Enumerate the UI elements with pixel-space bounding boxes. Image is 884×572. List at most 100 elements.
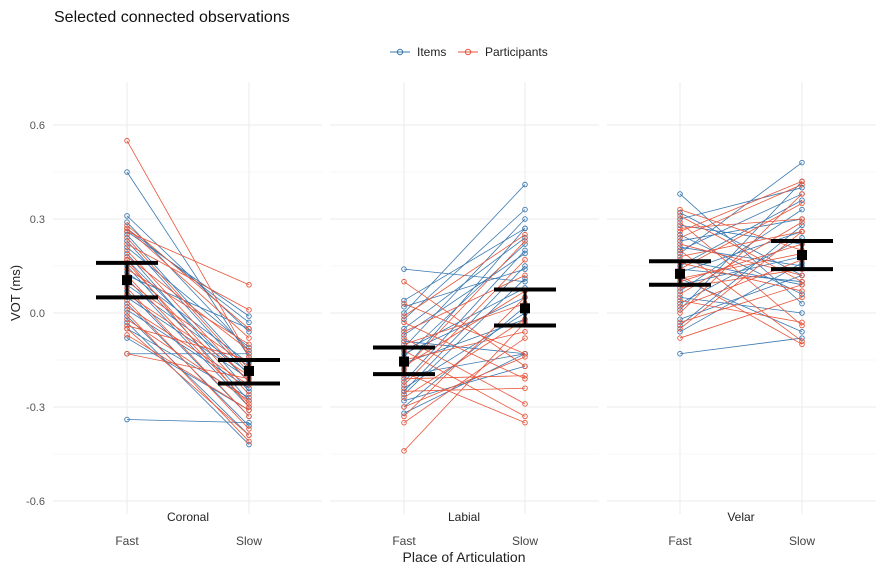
observation-line xyxy=(679,202,803,270)
observation-point-fast xyxy=(677,209,683,216)
observation-point-fast xyxy=(677,231,683,238)
observation-point-fast xyxy=(401,410,407,417)
observation-point-slow xyxy=(246,394,252,401)
observation-point-slow xyxy=(246,397,252,404)
observation-point-fast xyxy=(401,338,407,344)
observation-point-fast xyxy=(124,310,130,316)
observation-line xyxy=(403,318,526,398)
observation-point-fast xyxy=(124,137,130,144)
observation-line xyxy=(126,271,250,364)
observation-point-fast xyxy=(124,247,130,254)
observation-point-fast xyxy=(677,300,683,307)
observation-point-slow xyxy=(246,423,252,429)
observation-point-fast xyxy=(124,235,130,241)
observation-point-fast xyxy=(124,250,130,257)
observation-line xyxy=(679,221,803,326)
observation-line xyxy=(126,315,250,436)
observation-point-slow xyxy=(522,216,528,222)
observation-point-slow xyxy=(799,288,805,294)
mean-marker xyxy=(797,250,807,261)
observation-point-fast xyxy=(401,332,407,338)
x-tick-label-slow: Slow xyxy=(512,534,538,548)
observation-line xyxy=(679,184,803,239)
observation-point-fast xyxy=(677,250,683,257)
observation-point-slow xyxy=(246,413,252,420)
observation-point-slow xyxy=(799,278,805,285)
observation-line xyxy=(679,181,803,232)
observation-point-fast xyxy=(401,335,407,341)
observation-point-fast xyxy=(124,231,130,238)
observation-point-slow xyxy=(799,178,805,185)
observation-line xyxy=(126,322,250,445)
observation-point-fast xyxy=(677,241,683,247)
observation-point-slow xyxy=(522,256,528,263)
observation-point-fast xyxy=(677,322,683,329)
observation-point-slow xyxy=(522,250,528,257)
observation-point-fast xyxy=(401,379,407,385)
y-tick-labels: 0.6 0.3 0.0 -0.3 -0.6 xyxy=(26,120,45,508)
observation-point-fast xyxy=(401,413,407,420)
x-tick-label-fast: Fast xyxy=(392,534,416,548)
observation-point-fast xyxy=(124,416,130,423)
observation-point-fast xyxy=(401,391,407,398)
observation-point-fast xyxy=(124,241,130,247)
observation-line xyxy=(679,234,803,295)
observation-line xyxy=(403,250,526,383)
observation-line xyxy=(126,309,250,389)
observation-line xyxy=(403,331,526,361)
observation-point-slow xyxy=(246,341,252,348)
panel-labial: Labial Fast Slow xyxy=(330,82,599,548)
observation-point-fast xyxy=(401,404,407,410)
observation-point-fast xyxy=(124,319,130,326)
observation-line xyxy=(126,334,250,411)
observation-point-fast xyxy=(124,228,130,235)
observation-point-slow xyxy=(799,294,805,301)
observation-point-fast xyxy=(401,376,407,382)
observation-point-fast xyxy=(401,303,407,310)
observation-line xyxy=(403,372,526,424)
observation-point-fast xyxy=(677,307,683,313)
observation-point-fast xyxy=(677,335,683,341)
observation-line xyxy=(679,209,803,251)
observation-line xyxy=(403,297,526,417)
observation-point-fast xyxy=(677,291,683,297)
observation-line xyxy=(679,253,803,279)
strip-label-labial: Labial xyxy=(448,510,480,524)
observation-line xyxy=(403,340,526,355)
observation-point-fast xyxy=(401,278,407,285)
observation-line xyxy=(126,312,250,442)
observation-point-fast xyxy=(677,297,683,304)
observation-point-slow xyxy=(246,325,252,332)
legend-label-participants: Participants xyxy=(485,45,548,59)
legend-item-items: Items xyxy=(390,45,446,59)
observation-point-fast xyxy=(677,216,683,222)
summary-markers xyxy=(96,260,280,386)
observation-line xyxy=(403,290,526,367)
observation-line xyxy=(679,193,803,251)
observation-point-slow xyxy=(799,219,805,225)
observation-point-slow xyxy=(522,385,528,391)
observation-line xyxy=(679,337,803,355)
observation-point-slow xyxy=(522,419,528,426)
observation-point-slow xyxy=(799,272,805,279)
observation-line xyxy=(679,243,803,283)
observation-line xyxy=(126,243,250,311)
strip-label-coronal: Coronal xyxy=(167,510,209,524)
observation-line xyxy=(403,184,526,314)
observation-line xyxy=(679,275,803,345)
x-tick-label-fast: Fast xyxy=(115,534,139,548)
observation-point-fast xyxy=(401,319,407,326)
observation-point-slow xyxy=(246,407,252,413)
gridlines xyxy=(53,82,322,514)
observation-line xyxy=(126,231,250,317)
observation-point-slow xyxy=(522,241,528,247)
observation-line xyxy=(679,181,803,311)
observation-point-slow xyxy=(799,338,805,344)
observation-point-fast xyxy=(677,247,683,254)
observation-line xyxy=(126,353,250,380)
observation-point-fast xyxy=(677,191,683,197)
observation-point-fast xyxy=(677,228,683,235)
y-axis-label: VOT (ms) xyxy=(8,265,23,321)
observation-point-slow xyxy=(522,247,528,254)
observation-line xyxy=(126,268,250,345)
